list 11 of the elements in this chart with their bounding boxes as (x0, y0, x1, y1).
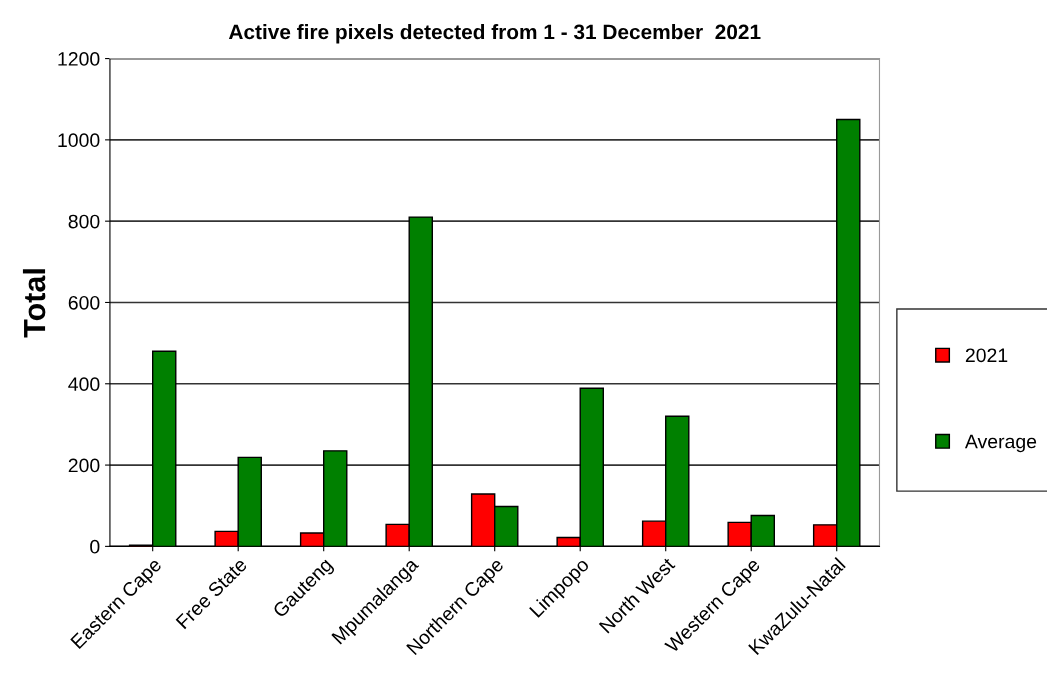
y-tick-label: 600 (68, 295, 100, 310)
y-tick-label: 1000 (58, 133, 100, 148)
chart-title: Active fire pixels detected from 1 - 31 December 2021 (228, 24, 761, 44)
legend-label: Average (964, 434, 1037, 453)
y-tick-label: 0 (90, 539, 100, 554)
y-tick-label: 200 (68, 458, 100, 473)
legend-label: 2021 (965, 348, 1008, 363)
y-tick-label: 400 (68, 377, 100, 392)
y-axis-title: Total (22, 269, 46, 338)
y-tick-label: 1200 (58, 52, 100, 66)
y-tick-label: 800 (68, 214, 100, 229)
